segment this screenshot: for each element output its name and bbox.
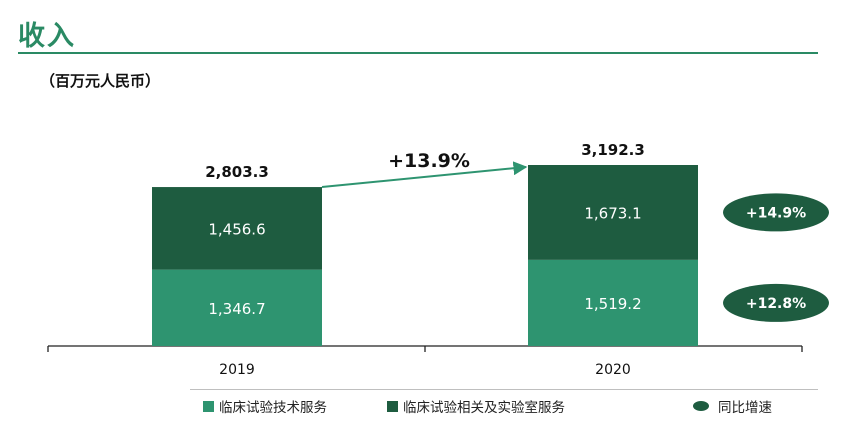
legend-swatch-clinical-related-lab-services — [387, 400, 398, 412]
x-tick-label-2020: 2020 — [595, 362, 631, 378]
legend-swatch-clinical-trial-services — [203, 400, 214, 412]
bar-label-2019-series-0: 1,346.7 — [208, 300, 265, 318]
total-label-2019: 2,803.3 — [205, 163, 269, 181]
legend-label-clinical-trial-services: 临床试验技术服务 — [219, 400, 327, 416]
overall-growth-label: +13.9% — [388, 150, 470, 172]
bar-2019-series-1 — [152, 187, 322, 270]
chart-title: 收入 — [18, 21, 76, 52]
bar-2019-series-0 — [152, 269, 322, 346]
legend-item-clinical-trial-services: 临床试验技术服务 — [203, 396, 327, 416]
x-tick-label-2019: 2019 — [219, 362, 255, 378]
legend-divider — [190, 389, 818, 390]
legend-item-clinical-related-lab-services: 临床试验相关及实验室服务 — [387, 396, 565, 416]
bar-2020-series-0 — [528, 259, 698, 346]
growth-badge-series-1 — [723, 193, 829, 232]
growth-badge-label-series-0: +12.8% — [746, 296, 806, 312]
bar-label-2020-series-1: 1,673.1 — [584, 204, 641, 222]
bar-label-2019-series-1: 1,456.6 — [208, 220, 265, 238]
legend-swatch-yoy-growth — [693, 401, 709, 411]
bar-label-2020-series-0: 1,519.2 — [584, 295, 641, 313]
title-divider — [18, 52, 818, 54]
bar-2020-series-1 — [528, 165, 698, 260]
legend-item-yoy-growth: 同比增速 — [693, 396, 772, 416]
growth-badge-label-series-1: +14.9% — [746, 205, 806, 221]
revenue-stacked-bar-chart: 1,346.7 1,456.6 2,803.3 2019 1,519.2 1,673.1 3… — [47, 141, 829, 378]
legend-label-yoy-growth: 同比增速 — [718, 400, 772, 416]
growth-arrow — [321, 161, 528, 189]
total-label-2020: 3,192.3 — [581, 141, 645, 159]
legend-label-clinical-related-lab-services: 临床试验相关及实验室服务 — [403, 400, 565, 416]
growth-badge-series-0 — [723, 283, 829, 322]
unit-label: （百万元人民币） — [40, 72, 161, 90]
